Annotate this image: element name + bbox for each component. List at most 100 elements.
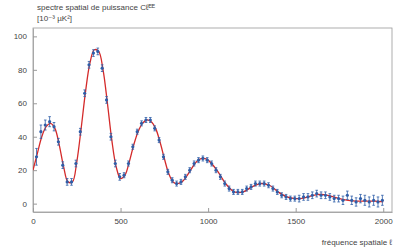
error-bar [250, 184, 253, 189]
y-axis-unit: [10⁻³ µK²] [37, 14, 72, 23]
error-bar [193, 161, 196, 166]
error-bar [315, 190, 318, 197]
data-point [92, 51, 95, 54]
tick-label: 2000 [375, 217, 393, 226]
data-point [61, 164, 64, 167]
data-point [105, 98, 108, 101]
data-point [346, 194, 349, 197]
data-point [368, 200, 371, 203]
data-point [149, 118, 152, 121]
error-bar [215, 168, 218, 173]
data-point [52, 125, 55, 128]
tick: 80 [18, 66, 37, 75]
tick-label: 100 [14, 32, 28, 41]
plot-frame [33, 28, 392, 212]
data-point [210, 162, 213, 165]
tick-mark [383, 208, 384, 212]
error-bar [232, 189, 235, 194]
data-point [175, 182, 178, 185]
data-point [376, 200, 379, 203]
error-bar [276, 189, 279, 194]
error-bar [92, 50, 95, 57]
data-point [328, 195, 331, 198]
tick-mark [33, 204, 37, 205]
tick: 500 [114, 208, 128, 226]
data-point [315, 192, 318, 195]
data-point [254, 182, 257, 185]
error-bar [324, 192, 327, 199]
error-bar [206, 158, 209, 163]
error-bar [88, 61, 91, 68]
data-point [39, 130, 42, 133]
error-bar [228, 186, 231, 191]
data-point [363, 199, 366, 202]
tick: 100 [14, 32, 37, 41]
data-point [223, 182, 226, 185]
data-point [131, 145, 134, 148]
data-point [228, 187, 231, 190]
error-bar [302, 194, 305, 201]
tick-mark [296, 208, 297, 212]
data-point [188, 169, 191, 172]
tick: 0 [23, 200, 37, 209]
data-point [258, 182, 261, 185]
error-bar [372, 195, 375, 205]
error-bar [381, 195, 384, 205]
tick-mark [121, 208, 122, 212]
data-point [101, 67, 104, 70]
x-axis-title: fréquence spatiale ℓ [322, 238, 393, 247]
data-point [140, 122, 143, 125]
tick-label: 40 [18, 133, 27, 142]
error-bar [272, 186, 275, 191]
error-bar [127, 161, 130, 166]
data-point [263, 182, 266, 185]
data-point [232, 190, 235, 193]
error-bar [307, 194, 310, 201]
error-bar [311, 192, 314, 199]
error-bar [75, 160, 78, 167]
error-bar [285, 194, 288, 199]
data-point [57, 140, 60, 143]
error-bar [136, 129, 139, 134]
data-point [302, 195, 305, 198]
tick: 1500 [287, 208, 305, 226]
error-bar [280, 193, 283, 198]
tick-label: 20 [18, 166, 27, 175]
error-bar [289, 196, 292, 201]
data-point [74, 162, 77, 165]
data-point [66, 180, 69, 183]
error-bar [320, 192, 323, 199]
data-point [267, 184, 270, 187]
error-bar [359, 194, 362, 202]
data-point [166, 170, 169, 173]
error-bar [101, 65, 104, 72]
error-bar [158, 138, 161, 143]
error-bar [96, 48, 99, 55]
error-bar [149, 117, 152, 122]
error-bar [167, 169, 170, 174]
data-point [284, 195, 287, 198]
error-bar [294, 196, 297, 201]
data-point [306, 195, 309, 198]
tick-mark [33, 137, 37, 138]
error-bar [333, 195, 336, 202]
data-point [109, 135, 112, 138]
error-bar [219, 174, 222, 179]
error-bar [298, 195, 301, 202]
plot: 0500100015002000020406080100 [14, 28, 394, 226]
tick-label: 80 [18, 66, 27, 75]
tick: 60 [18, 99, 37, 108]
data-point [96, 50, 99, 53]
x-axis: 0500100015002000 [31, 208, 393, 226]
data-point [157, 138, 160, 141]
error-bar [188, 168, 191, 173]
error-bar [175, 181, 178, 186]
data-point [276, 190, 279, 193]
marks [33, 48, 384, 207]
tick: 2000 [375, 208, 393, 226]
data-point [298, 197, 301, 200]
axis-line [34, 212, 393, 213]
data-point [372, 199, 375, 202]
data-point [236, 190, 239, 193]
error-bar [66, 179, 69, 186]
